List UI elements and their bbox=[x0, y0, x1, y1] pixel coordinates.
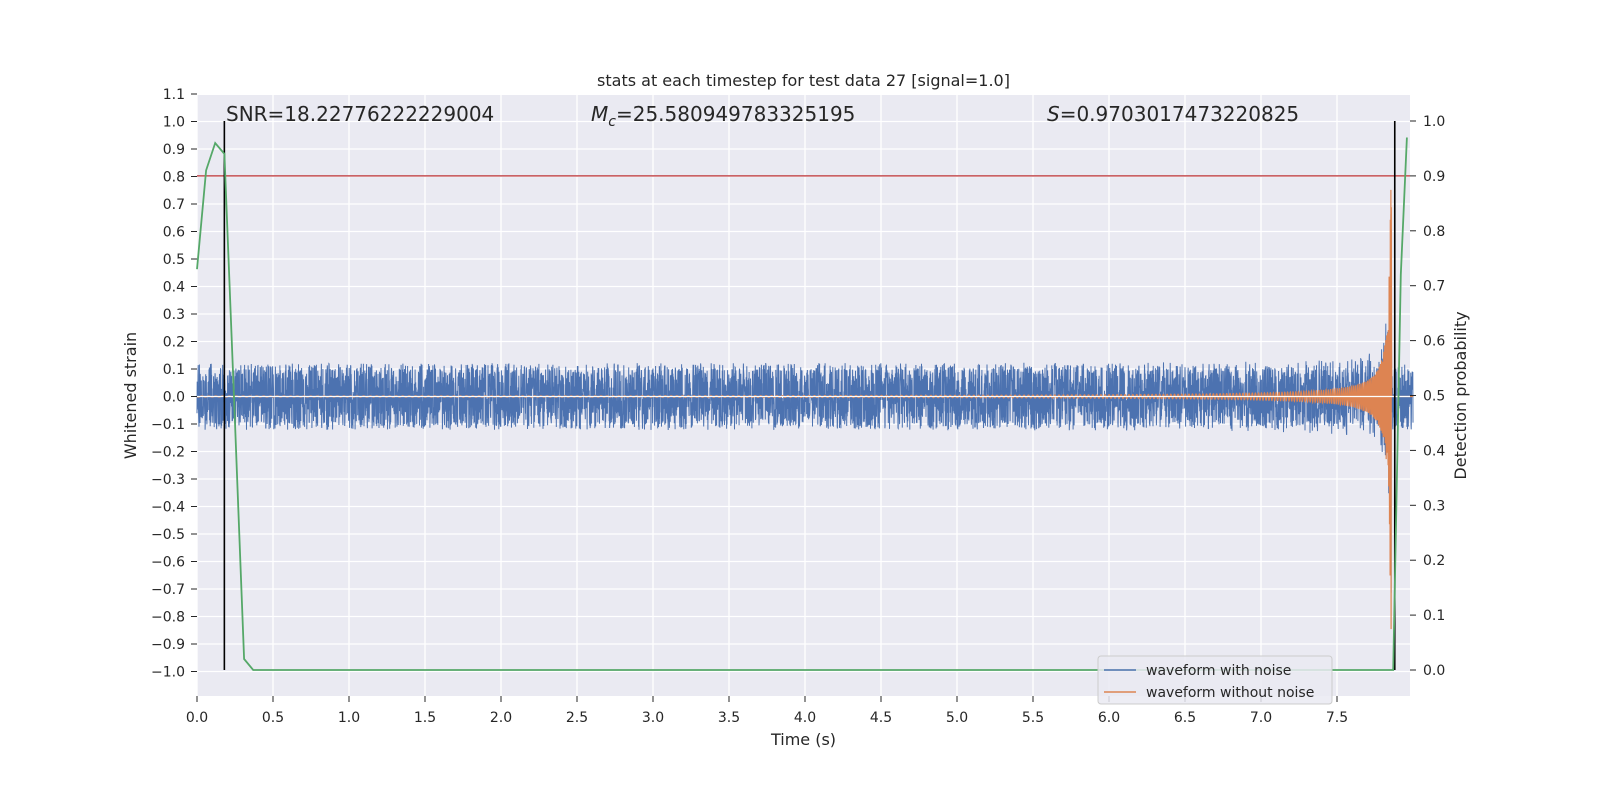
y-tick-label: 1.1 bbox=[163, 87, 185, 103]
y-tick-label: 0.8 bbox=[163, 170, 185, 186]
y2-tick-label: 0.5 bbox=[1423, 389, 1445, 405]
y-tick-label: 0.1 bbox=[163, 362, 185, 378]
y2-tick-label: 0.1 bbox=[1423, 608, 1445, 624]
y-tick-label: −0.6 bbox=[151, 555, 185, 571]
y-tick-label: 1.0 bbox=[163, 115, 185, 131]
chart-title: stats at each timestep for test data 27 … bbox=[597, 71, 1010, 90]
s-value: =0.9703017473220825 bbox=[1060, 102, 1299, 126]
score-annotation: S=0.9703017473220825 bbox=[1047, 102, 1299, 126]
mc-value: =25.580949783325195 bbox=[616, 102, 855, 126]
x-tick-label: 3.0 bbox=[642, 710, 664, 726]
y-tick-label: 0.4 bbox=[163, 280, 185, 296]
y-tick-label: −0.7 bbox=[151, 582, 185, 598]
y-tick-label: 0.9 bbox=[163, 142, 185, 158]
x-tick-label: 4.0 bbox=[794, 710, 816, 726]
legend-box bbox=[1097, 655, 1333, 705]
x-tick-label: 1.0 bbox=[338, 710, 360, 726]
x-tick-label: 2.5 bbox=[566, 710, 588, 726]
y-axis-label: Whitened strain bbox=[121, 332, 140, 459]
legend-label-noise: waveform with noise bbox=[1146, 663, 1291, 679]
y2-tick-label: 0.7 bbox=[1423, 279, 1445, 295]
y-tick-label: 0.3 bbox=[163, 307, 185, 323]
x-axis-label: Time (s) bbox=[770, 730, 836, 749]
y2-tick-label: 0.8 bbox=[1423, 224, 1445, 240]
y-tick-label: 0.2 bbox=[163, 335, 185, 351]
x-tick-label: 6.5 bbox=[1174, 710, 1196, 726]
x-tick-label: 0.5 bbox=[262, 710, 284, 726]
chirp-mass-annotation: Mc=25.580949783325195 bbox=[591, 102, 855, 130]
y-tick-label: 0.7 bbox=[163, 197, 185, 213]
x-tick-label: 0.0 bbox=[186, 710, 208, 726]
legend-label-clean: waveform without noise bbox=[1146, 685, 1314, 701]
y-tick-label: −0.5 bbox=[151, 527, 185, 543]
y-tick-label: −0.3 bbox=[151, 472, 185, 488]
snr-annotation: SNR=18.22776222229004 bbox=[226, 102, 494, 126]
x-tick-label: 1.5 bbox=[414, 710, 436, 726]
series-detection-probability bbox=[196, 137, 1408, 671]
x-tick-label: 2.0 bbox=[490, 710, 512, 726]
x-tick-label: 3.5 bbox=[718, 710, 740, 726]
x-tick-label: 4.5 bbox=[870, 710, 892, 726]
y-tick-label: −0.1 bbox=[151, 417, 185, 433]
y2-tick-label: 0.6 bbox=[1423, 334, 1445, 350]
y-tick-label: 0.5 bbox=[163, 252, 185, 268]
x-tick-label: 6.0 bbox=[1098, 710, 1120, 726]
y-tick-label: −0.2 bbox=[151, 445, 185, 461]
y-tick-label: −1.0 bbox=[151, 665, 185, 681]
series-layer bbox=[196, 121, 1414, 671]
mc-subscript: c bbox=[608, 114, 616, 130]
y-tick-label: −0.8 bbox=[151, 610, 185, 626]
s-symbol: S bbox=[1047, 102, 1060, 126]
y-tick-label: −0.9 bbox=[151, 637, 185, 653]
x-tick-label: 7.5 bbox=[1326, 710, 1348, 726]
y-tick-label: 0.0 bbox=[163, 390, 185, 406]
legend: waveform with noise waveform without noi… bbox=[1097, 655, 1333, 705]
series-waveform-with-noise bbox=[196, 214, 1414, 593]
y2-tick-label: 0.4 bbox=[1423, 443, 1445, 459]
mc-symbol: M bbox=[591, 102, 608, 126]
y-tick-label: 0.6 bbox=[163, 225, 185, 241]
y2-tick-label: 0.0 bbox=[1423, 663, 1445, 679]
y2-tick-label: 1.0 bbox=[1423, 114, 1445, 130]
y2-tick-label: 0.3 bbox=[1423, 498, 1445, 514]
y-tick-label: −0.4 bbox=[151, 500, 185, 516]
y2-tick-label: 0.9 bbox=[1423, 169, 1445, 185]
x-tick-label: 5.5 bbox=[1022, 710, 1044, 726]
x-tick-label: 7.0 bbox=[1250, 710, 1272, 726]
y2-tick-label: 0.2 bbox=[1423, 553, 1445, 569]
ticks: 0.0 0.5 1.0 1.5 2.0 2.5 3.0 3.5 4.0 4.5 5.0 5.5 6.0 6… bbox=[151, 87, 1445, 726]
y2-axis-label: Detection probability bbox=[1451, 311, 1470, 479]
x-tick-label: 5.0 bbox=[946, 710, 968, 726]
